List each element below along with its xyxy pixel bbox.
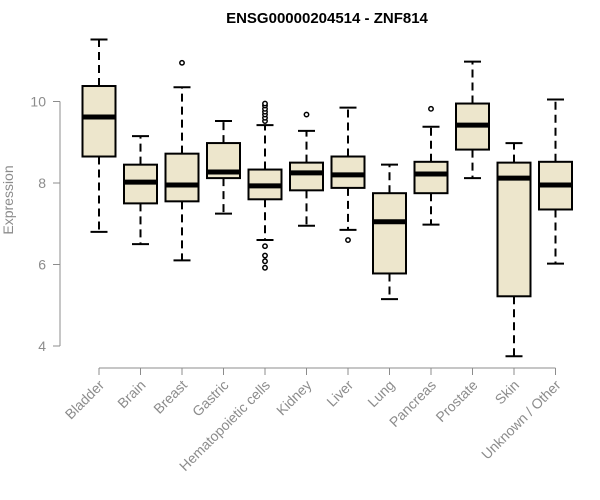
box-liver [330,106,366,244]
outlier-point [345,237,351,244]
x-tick-label: Brain [114,377,148,411]
outlier-point [262,252,268,259]
outlier-point [262,100,268,107]
box-pancreas [413,105,449,226]
outlier-point [262,264,268,271]
x-tick-label: Unknown / Other [478,377,564,463]
x-tick-label: Skin [492,377,523,408]
x-tick-label: Lung [364,377,397,410]
x-tick-label: Prostate [432,377,480,425]
outlier-point [428,105,434,112]
iqr-box [496,161,532,298]
x-tick-label: Bladder [62,377,108,423]
iqr-box [164,152,200,203]
outlier-point [262,258,268,265]
box-gastric [206,120,241,215]
box-kidney [289,111,324,227]
y-tick-label: 4 [38,338,46,354]
outlier-point [179,59,185,66]
box-hematopoietic-cells [247,100,283,271]
y-tick-label: 8 [38,175,46,191]
outlier-point [303,111,310,118]
y-axis-label: Expression [0,165,16,234]
chart-title: ENSG00000204514 - ZNF814 [226,10,428,27]
y-axis: 4 6 8 10 [30,94,61,354]
iqr-box [413,160,449,195]
outlier-point [262,243,268,250]
box-breast [164,59,200,262]
x-tick-label: Breast [150,377,190,417]
box-lung [372,163,407,301]
x-tick-label: Kidney [273,377,315,419]
iqr-box [372,192,407,275]
box-skin [496,142,532,358]
box-prostate [455,60,490,180]
y-tick-label: 10 [30,94,46,110]
box-group [81,38,573,358]
box-brain [123,135,158,246]
box-bladder [81,38,117,233]
y-tick-label: 6 [38,257,46,273]
iqr-box [330,155,366,189]
box-unknown-other [538,98,573,265]
iqr-box [81,85,117,158]
iqr-box [289,161,324,192]
x-tick-label: Liver [323,377,356,410]
